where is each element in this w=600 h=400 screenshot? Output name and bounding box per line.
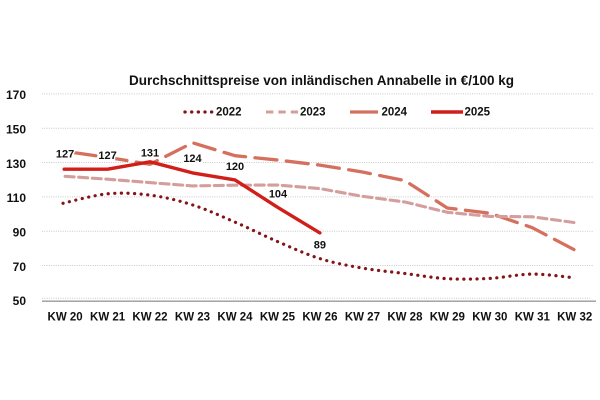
svg-text:KW 22: KW 22 (132, 311, 167, 323)
svg-text:KW 28: KW 28 (387, 311, 423, 323)
svg-text:120: 120 (226, 161, 244, 173)
svg-text:70: 70 (13, 260, 27, 274)
svg-text:KW 32: KW 32 (557, 311, 592, 323)
svg-text:90: 90 (13, 226, 27, 240)
svg-text:150: 150 (6, 123, 26, 137)
svg-text:KW 23: KW 23 (175, 311, 210, 323)
svg-text:KW 29: KW 29 (430, 311, 465, 323)
svg-text:KW 27: KW 27 (345, 311, 380, 323)
svg-text:104: 104 (269, 189, 288, 201)
svg-text:131: 131 (141, 148, 159, 160)
svg-text:170: 170 (6, 88, 26, 102)
svg-text:KW 20: KW 20 (48, 311, 83, 323)
svg-text:Durchschnittspreise von inländ: Durchschnittspreise von inländischen Ann… (129, 72, 514, 88)
svg-text:110: 110 (7, 191, 27, 205)
svg-text:KW 21: KW 21 (90, 311, 126, 323)
svg-text:124: 124 (183, 153, 202, 165)
svg-text:89: 89 (314, 240, 326, 252)
svg-text:130: 130 (6, 157, 26, 171)
svg-text:KW 26: KW 26 (302, 311, 337, 323)
svg-text:KW 31: KW 31 (515, 311, 551, 323)
svg-text:KW 25: KW 25 (260, 311, 296, 323)
svg-text:KW 24: KW 24 (217, 311, 253, 323)
svg-text:2023: 2023 (300, 106, 326, 118)
svg-text:2024: 2024 (382, 106, 408, 118)
svg-text:2022: 2022 (216, 106, 242, 118)
svg-text:50: 50 (13, 294, 27, 308)
svg-text:2025: 2025 (465, 106, 491, 118)
svg-text:127: 127 (56, 149, 74, 161)
svg-text:127: 127 (98, 150, 116, 162)
svg-text:KW 30: KW 30 (472, 311, 507, 323)
